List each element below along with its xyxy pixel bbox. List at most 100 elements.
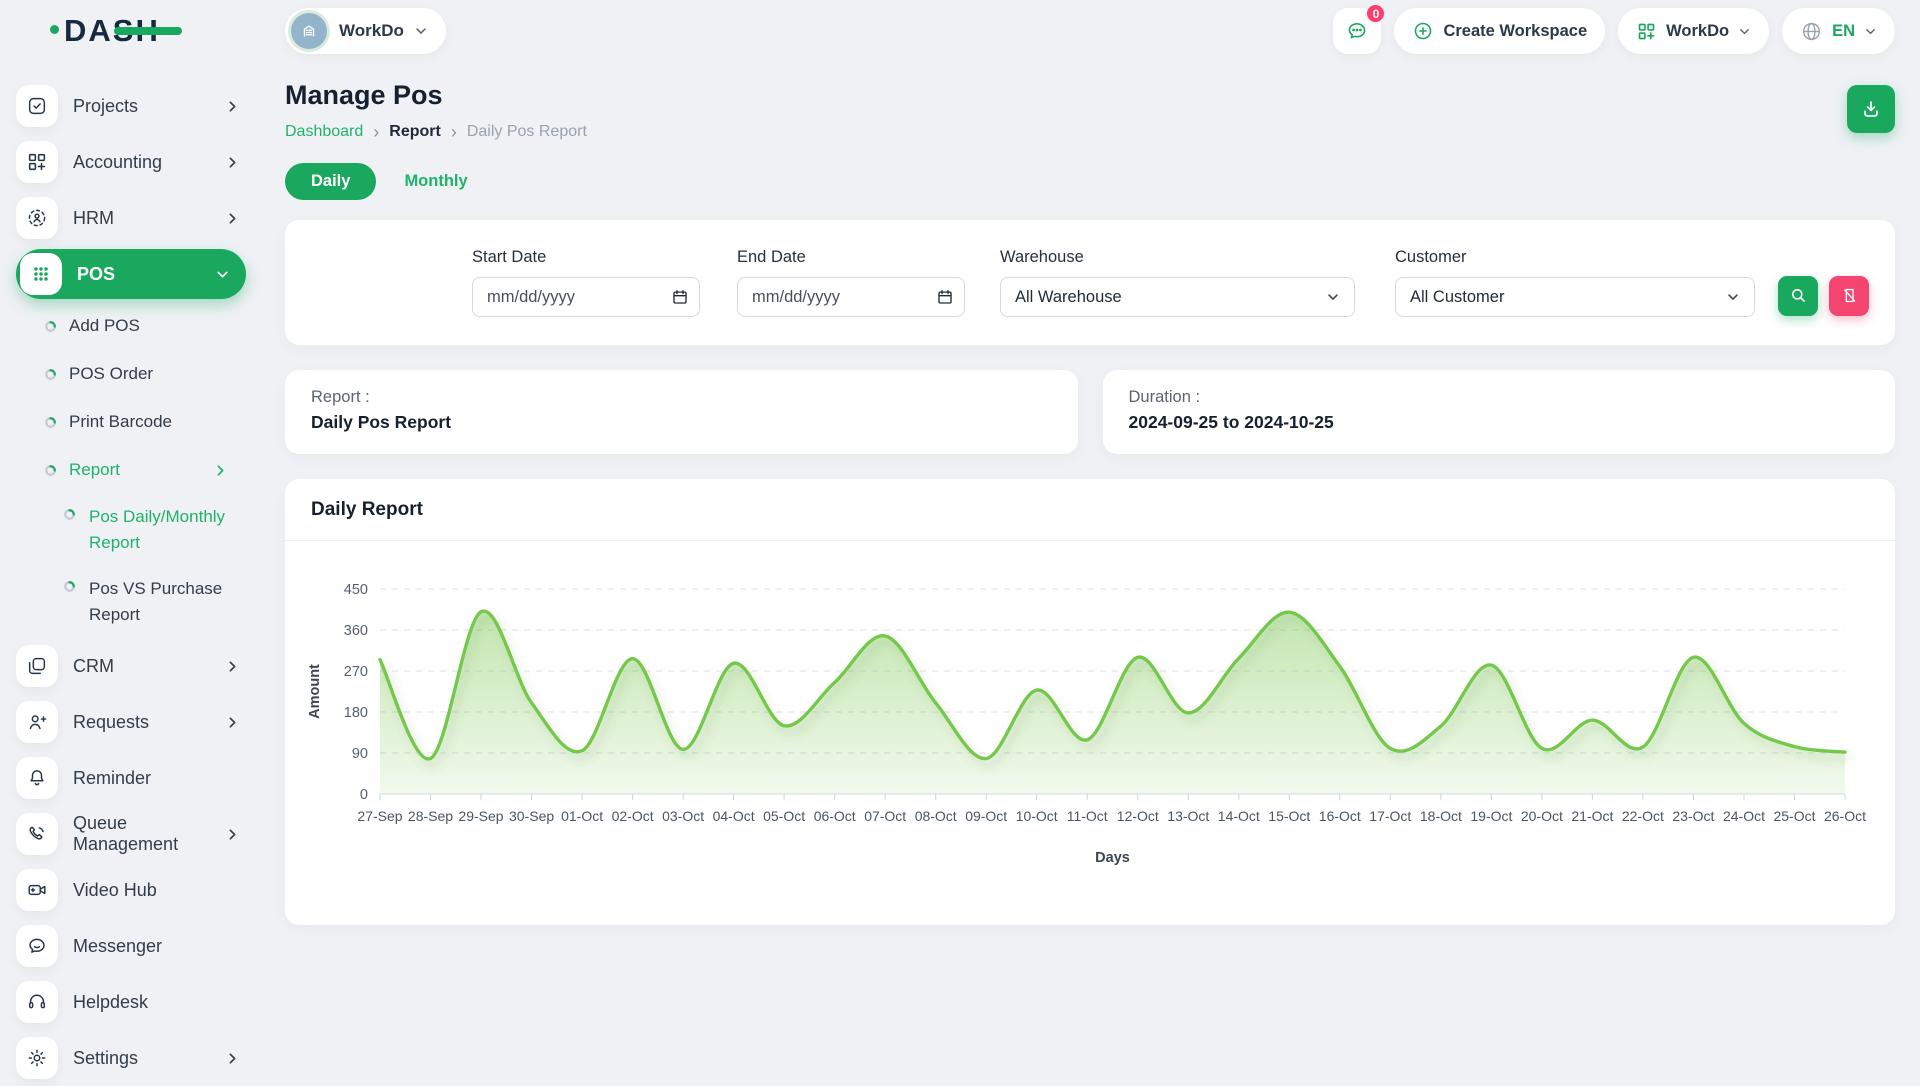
report-info-card: Report : Daily Pos Report [285,370,1078,454]
svg-text:29-Sep: 29-Sep [458,808,503,824]
sidebar-item-settings[interactable]: Settings [0,1030,258,1086]
sidebar-item-accounting[interactable]: Accounting [0,134,258,190]
sidebar-item-projects[interactable]: Projects [0,78,258,134]
sidebar: DASH Projects Accounting HRM POS Add POS [0,0,258,1080]
sidebar-item-label: Helpdesk [73,991,149,1012]
language-label: EN [1832,21,1855,40]
sidebar-item-label: Print Barcode [69,412,172,431]
calendar-icon[interactable] [936,288,954,306]
sidebar-item-video-hub[interactable]: Video Hub [0,862,258,918]
sidebar-item-print-barcode[interactable]: Print Barcode [0,398,258,446]
svg-text:09-Oct: 09-Oct [965,808,1007,824]
sidebar-item-label: Requests [73,711,150,732]
gear-icon [16,1037,58,1079]
warehouse-select-value: All Warehouse [1015,287,1122,306]
breadcrumb-report-link[interactable]: Report [389,123,441,140]
workspace-menu-button[interactable]: WorkDo [1618,8,1770,54]
building-icon [303,25,315,37]
svg-text:03-Oct: 03-Oct [662,808,704,824]
svg-text:15-Oct: 15-Oct [1268,808,1310,824]
sidebar-item-label: Queue Management [73,813,179,854]
svg-text:270: 270 [344,664,368,680]
messages-button[interactable]: 0 [1333,3,1387,54]
svg-text:10-Oct: 10-Oct [1016,808,1058,824]
search-button[interactable] [1778,275,1818,316]
video-camera-icon [16,869,58,911]
chevron-right-icon [213,463,228,478]
start-date-input[interactable] [472,277,700,317]
sidebar-item-label: Pos VS Purchase Report [89,579,223,624]
tab-daily[interactable]: Daily [285,163,377,200]
svg-text:18-Oct: 18-Oct [1420,808,1462,824]
breadcrumb: Dashboard › Report › Daily Pos Report [285,123,1895,141]
sidebar-item-pos-order[interactable]: POS Order [0,350,258,398]
svg-text:450: 450 [344,582,368,598]
calendar-icon[interactable] [671,288,689,306]
customer-select-value: All Customer [1410,287,1505,306]
chevron-right-icon [225,99,240,114]
workspace-menu-label: WorkDo [1666,21,1730,40]
svg-text:22-Oct: 22-Oct [1622,808,1664,824]
chevron-right-icon [225,659,240,674]
headset-icon [16,981,58,1023]
sidebar-item-pos[interactable]: POS [16,249,246,299]
create-workspace-button[interactable]: Create Workspace [1394,8,1606,54]
sidebar-item-label: Video Hub [73,879,157,900]
svg-text:Days: Days [1095,850,1130,866]
warehouse-select[interactable]: All Warehouse [1000,277,1355,317]
svg-text:23-Oct: 23-Oct [1672,808,1714,824]
chevron-down-icon [1738,25,1751,38]
end-date-input[interactable] [737,277,965,317]
chevron-down-icon [215,267,230,282]
chat-bubble-icon [1349,23,1366,39]
chart-title: Daily Report [311,498,423,520]
sidebar-item-label: Pos Daily/Monthly Report [89,507,226,552]
sidebar-item-label: POS [77,263,116,284]
svg-text:25-Oct: 25-Oct [1773,808,1815,824]
app-logo[interactable]: DASH [0,0,258,62]
sidebar-item-messenger[interactable]: Messenger [0,918,258,974]
create-workspace-label: Create Workspace [1443,21,1588,40]
bullet-icon [44,368,57,381]
sidebar-item-pos-vs-purchase-report[interactable]: Pos VS Purchase Report [0,566,258,638]
reset-filter-button[interactable] [1829,275,1869,316]
area-chart-svg: 0 90 180 270 360 450 27-Sep 28-Sep 29-Sep 30-Sep… [307,582,1866,866]
sidebar-item-report[interactable]: Report [0,446,258,494]
sidebar-item-queue-management[interactable]: Queue Management [0,806,258,862]
chevron-right-icon [225,1051,240,1066]
sidebar-item-pos-daily-monthly-report[interactable]: Pos Daily/Monthly Report [0,494,258,566]
svg-text:06-Oct: 06-Oct [814,808,856,824]
workspace-selector[interactable]: WorkDo [285,8,446,54]
filter-card: Start Date End Date Warehouse All Wareh [285,220,1895,345]
customer-label: Customer [1395,248,1467,266]
logo-bar-icon [113,27,182,35]
svg-text:20-Oct: 20-Oct [1521,808,1563,824]
sidebar-item-label: Messenger [73,935,163,956]
breadcrumb-dashboard-link[interactable]: Dashboard [285,123,364,140]
bullet-icon [44,416,57,429]
sidebar-item-label: POS Order [69,364,154,383]
sidebar-item-reminder[interactable]: Reminder [0,750,258,806]
sidebar-item-label: Accounting [73,151,163,172]
sidebar-item-crm[interactable]: CRM [0,638,258,694]
svg-text:21-Oct: 21-Oct [1571,808,1613,824]
customer-select[interactable]: All Customer [1395,277,1755,317]
sidebar-item-label: Settings [73,1047,139,1068]
svg-text:0: 0 [360,787,368,803]
chat-bubble-icon [16,925,58,967]
sidebar-item-hrm[interactable]: HRM [0,190,258,246]
tab-monthly[interactable]: Monthly [404,172,468,190]
check-square-icon [16,85,58,127]
sidebar-item-add-pos[interactable]: Add POS [0,302,258,350]
phone-icon [16,813,58,855]
sidebar-item-helpdesk[interactable]: Helpdesk [0,974,258,1030]
report-label: Report : [311,388,370,406]
sidebar-item-requests[interactable]: Requests [0,694,258,750]
language-button[interactable]: EN [1782,8,1895,54]
svg-text:Amount: Amount [307,664,323,719]
chevron-down-icon [1326,290,1340,304]
start-date-label: Start Date [472,248,547,266]
breadcrumb-current: Daily Pos Report [466,123,587,140]
svg-text:24-Oct: 24-Oct [1723,808,1765,824]
download-report-button[interactable] [1847,85,1895,133]
